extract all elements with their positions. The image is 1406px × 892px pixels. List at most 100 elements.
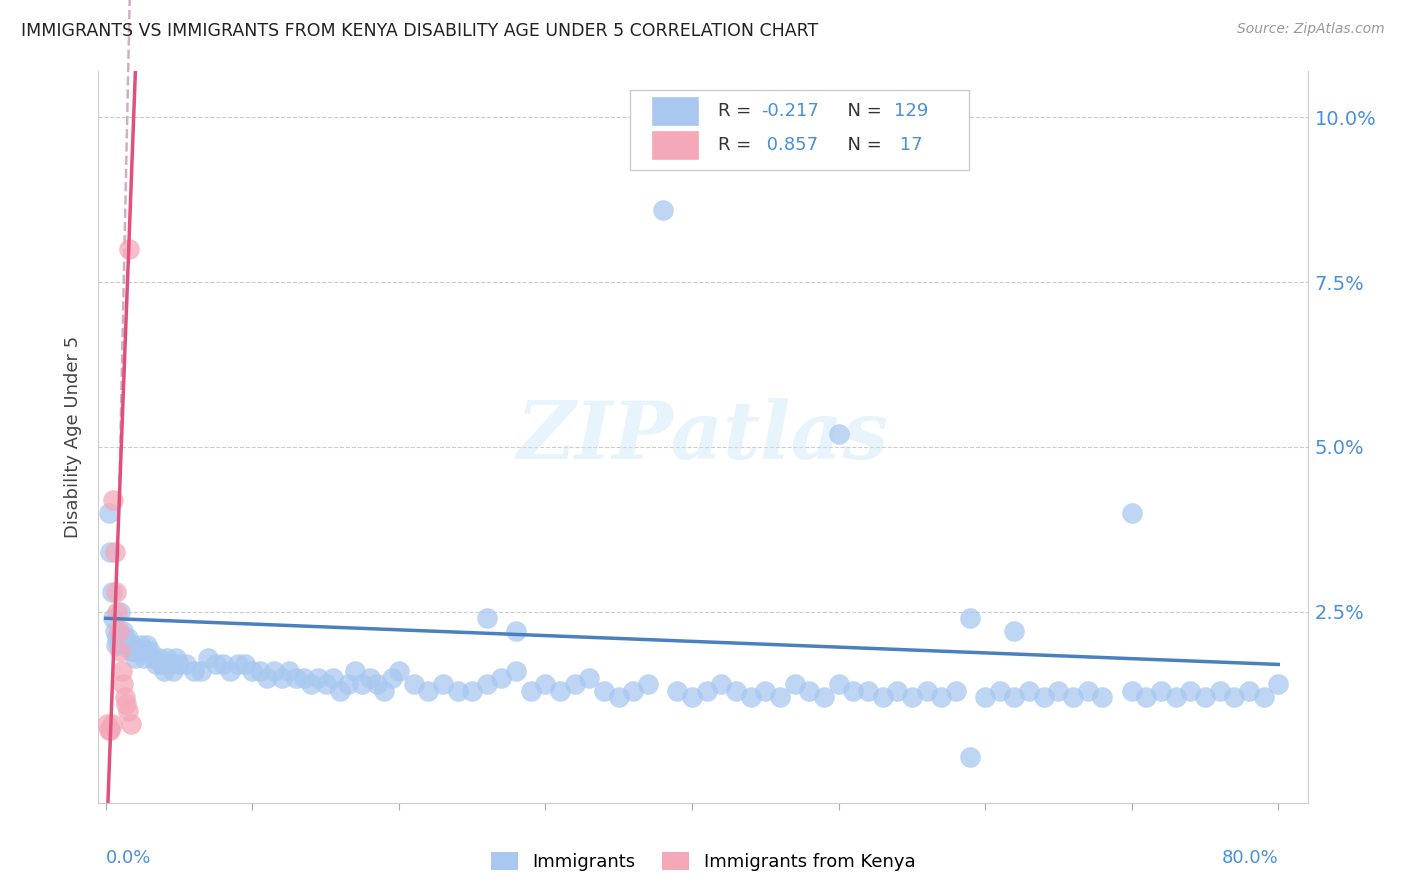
Point — [1253, 690, 1275, 705]
Point — [322, 671, 344, 685]
Point — [329, 683, 352, 698]
Point — [117, 631, 139, 645]
Point — [366, 677, 388, 691]
Point — [336, 677, 359, 691]
Point — [240, 664, 263, 678]
Point — [651, 202, 673, 217]
Point — [373, 683, 395, 698]
Point — [107, 631, 129, 645]
Point — [388, 664, 411, 678]
Point — [131, 644, 153, 658]
Point — [176, 657, 198, 672]
Point — [475, 677, 498, 691]
Y-axis label: Disability Age Under 5: Disability Age Under 5 — [65, 336, 83, 538]
Point — [696, 683, 718, 698]
Point — [1267, 677, 1289, 691]
Point — [117, 704, 139, 718]
Point — [578, 671, 600, 685]
Point — [945, 683, 967, 698]
Point — [97, 506, 120, 520]
Point — [637, 677, 659, 691]
Point — [666, 683, 689, 698]
Point — [183, 664, 205, 678]
Point — [1180, 683, 1202, 698]
Point — [129, 638, 152, 652]
Point — [197, 650, 219, 665]
Text: 0.857: 0.857 — [761, 136, 818, 154]
Text: -0.217: -0.217 — [761, 102, 818, 120]
Point — [1032, 690, 1054, 705]
Point — [165, 650, 187, 665]
Point — [1004, 690, 1026, 705]
Point — [103, 545, 125, 559]
Point — [159, 657, 181, 672]
Point — [1018, 683, 1040, 698]
Point — [153, 664, 176, 678]
Point — [226, 657, 249, 672]
Point — [148, 650, 170, 665]
Point — [740, 690, 762, 705]
Point — [204, 657, 226, 672]
Point — [249, 664, 271, 678]
Point — [1223, 690, 1246, 705]
Point — [710, 677, 733, 691]
Point — [96, 716, 118, 731]
FancyBboxPatch shape — [652, 131, 699, 159]
Point — [769, 690, 792, 705]
Point — [432, 677, 454, 691]
Point — [505, 664, 527, 678]
Point — [98, 545, 121, 559]
Point — [138, 644, 160, 658]
Point — [132, 650, 155, 665]
Point — [402, 677, 425, 691]
Point — [1194, 690, 1216, 705]
Point — [124, 650, 146, 665]
Point — [505, 624, 527, 639]
Point — [988, 683, 1011, 698]
Point — [114, 690, 136, 705]
Point — [121, 638, 143, 652]
Point — [856, 683, 879, 698]
Point — [974, 690, 997, 705]
Point — [100, 585, 122, 599]
Point — [827, 426, 849, 441]
Point — [150, 657, 173, 672]
Point — [380, 671, 402, 685]
Text: R =: R = — [717, 136, 756, 154]
Text: ZIPatlas: ZIPatlas — [517, 399, 889, 475]
Text: Source: ZipAtlas.com: Source: ZipAtlas.com — [1237, 22, 1385, 37]
Point — [1135, 690, 1157, 705]
Point — [534, 677, 557, 691]
Text: 17: 17 — [894, 136, 922, 154]
Point — [461, 683, 484, 698]
Point — [724, 683, 747, 698]
Point — [813, 690, 835, 705]
Point — [842, 683, 865, 698]
Point — [145, 657, 167, 672]
Point — [621, 683, 644, 698]
Point — [120, 716, 142, 731]
Point — [292, 671, 315, 685]
Point — [118, 638, 141, 652]
Point — [520, 683, 543, 698]
Point — [263, 664, 285, 678]
Point — [1237, 683, 1260, 698]
Point — [114, 631, 136, 645]
Point — [1164, 690, 1187, 705]
Point — [111, 664, 134, 678]
Point — [112, 677, 135, 691]
Point — [446, 683, 468, 698]
Point — [115, 697, 138, 711]
Legend: Immigrants, Immigrants from Kenya: Immigrants, Immigrants from Kenya — [484, 845, 922, 879]
Point — [593, 683, 616, 698]
Text: N =: N = — [837, 136, 887, 154]
Point — [901, 690, 924, 705]
Point — [167, 657, 190, 672]
Point — [1150, 683, 1173, 698]
Point — [285, 671, 308, 685]
Point — [352, 677, 374, 691]
Point — [754, 683, 776, 698]
Point — [1121, 506, 1143, 520]
Point — [872, 690, 894, 705]
Point — [142, 650, 165, 665]
